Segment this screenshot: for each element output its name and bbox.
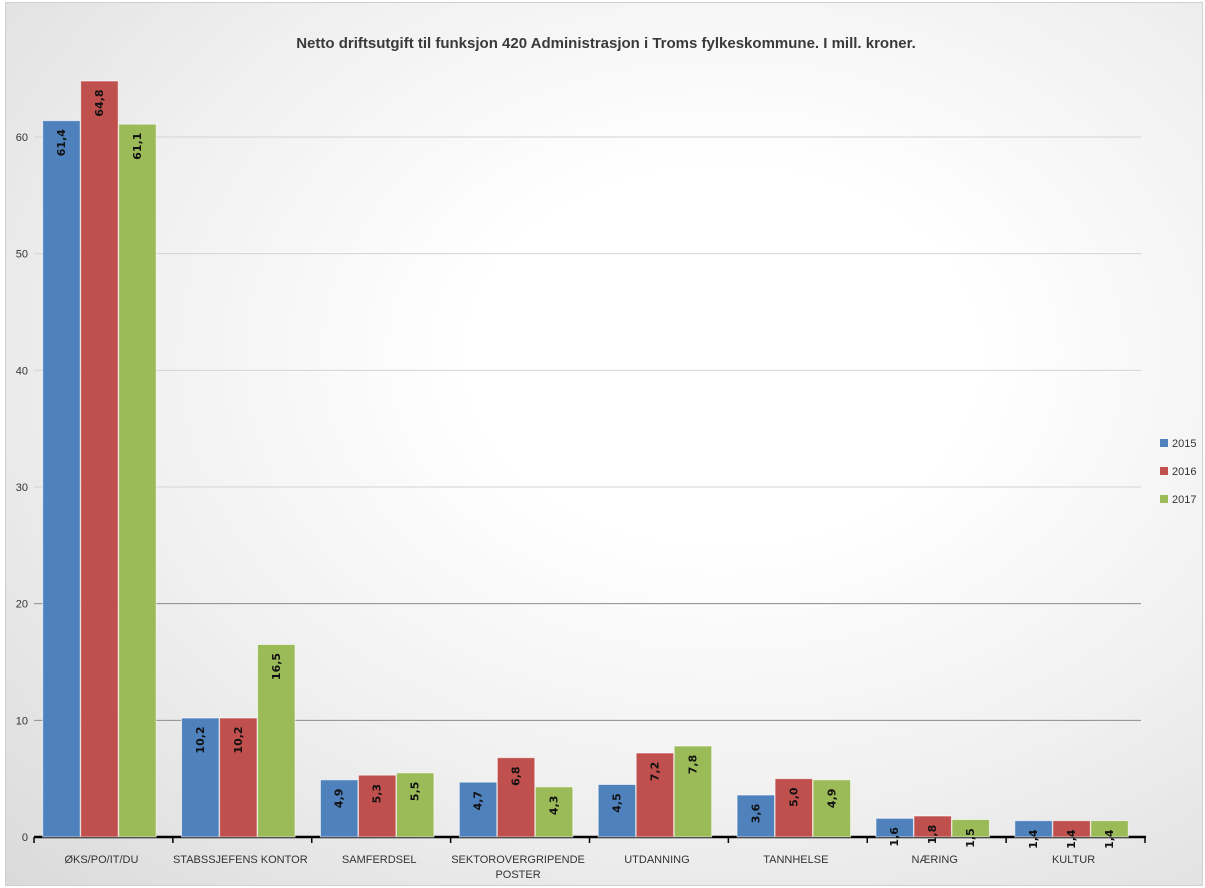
bar-2016: [219, 717, 258, 838]
data-label: 1,6: [888, 827, 901, 847]
bar-2015: [181, 717, 220, 838]
bar-2017: [395, 772, 435, 838]
x-tick-label: SAMFERDSEL: [342, 854, 417, 866]
data-label: 4,9: [825, 789, 838, 809]
legend-label: 2017: [1172, 494, 1196, 506]
data-label: 1,4: [1065, 829, 1078, 849]
bar-2016: [774, 778, 814, 838]
legend-swatch-2016: [1160, 467, 1168, 475]
data-label: 5,3: [371, 784, 384, 804]
data-label: 1,5: [964, 828, 977, 848]
legend-swatch-2015: [1160, 439, 1168, 447]
chart-title: Netto driftsutgift til funksjon 420 Admi…: [296, 35, 916, 52]
y-tick-label: 50: [16, 249, 28, 261]
data-label: 6,8: [510, 766, 523, 786]
legend: 2015 2016 2017: [1160, 438, 1196, 506]
bar-2015: [597, 784, 637, 838]
x-tick-label: SEKTOROVERGRIPENDE POSTER: [451, 854, 585, 881]
bar-2017: [812, 779, 852, 838]
data-label: 7,2: [648, 762, 661, 782]
x-tick-label: TANNHELSE: [763, 854, 828, 866]
x-axis-ticks: ØKS/PO/IT/DU STABSSJEFENS KONTOR SAMFERDSE…: [64, 854, 1095, 881]
data-label: 5,5: [409, 782, 422, 802]
legend-swatch-2017: [1160, 495, 1168, 503]
bar-2017: [951, 819, 990, 838]
data-label: 1,4: [1103, 829, 1116, 849]
data-label: 1,4: [1027, 829, 1040, 849]
x-tick-label: UTDANNING: [624, 854, 689, 866]
y-tick-label: 40: [16, 365, 28, 377]
x-tick-label: KULTUR: [1052, 854, 1095, 866]
data-label: 7,8: [686, 755, 699, 775]
x-tick-label: STABSSJEFENS KONTOR: [173, 854, 308, 866]
data-label: 4,3: [548, 796, 561, 816]
bar-2016: [80, 80, 119, 838]
x-tick-label: ØKS/PO/IT/DU: [64, 854, 138, 866]
y-tick-label: 0: [22, 832, 28, 844]
bar-2015: [736, 794, 776, 838]
data-label: 61,1: [131, 133, 144, 160]
bar-2017: [257, 644, 296, 838]
legend-label: 2016: [1172, 466, 1196, 478]
data-label: 10,2: [194, 726, 207, 753]
data-label: 4,7: [472, 791, 485, 811]
bar-chart: Netto driftsutgift til funksjon 420 Admi…: [16, 35, 1197, 881]
bar-2016: [496, 757, 536, 838]
bar-2017: [118, 123, 157, 838]
data-label: 5,0: [787, 787, 800, 807]
bar-2017: [1090, 820, 1129, 838]
data-labels: 61,4 64,8 61,1 10,2 10,2 16,5 4,9 5,3 5,5 4,7 6,8 4…: [55, 89, 1116, 848]
data-label: 4,5: [610, 793, 623, 813]
data-label: 61,4: [55, 129, 68, 156]
bar-2017: [534, 786, 574, 838]
x-tick-label: NÆRING: [911, 854, 957, 866]
bar-2015: [458, 781, 498, 838]
bar-2015: [42, 120, 81, 838]
legend-label: 2015: [1172, 438, 1196, 450]
y-axis-ticks: 0 10 20 30 40 50 60: [16, 132, 28, 844]
data-label: 16,5: [270, 653, 283, 680]
data-label: 3,6: [749, 803, 762, 823]
y-tick-label: 10: [16, 715, 28, 727]
bars: [42, 80, 1129, 838]
y-tick-label: 30: [16, 482, 28, 494]
data-label: 4,9: [333, 789, 346, 809]
bar-2016: [357, 774, 397, 838]
y-tick-label: 60: [16, 132, 28, 144]
data-label: 1,8: [926, 825, 939, 845]
y-tick-label: 20: [16, 599, 28, 611]
data-label: 10,2: [232, 726, 245, 753]
chart-frame: Netto driftsutgift til funksjon 420 Admi…: [5, 2, 1203, 886]
data-label: 64,8: [93, 89, 106, 116]
bar-2017: [673, 745, 713, 838]
bar-2016: [635, 752, 675, 838]
